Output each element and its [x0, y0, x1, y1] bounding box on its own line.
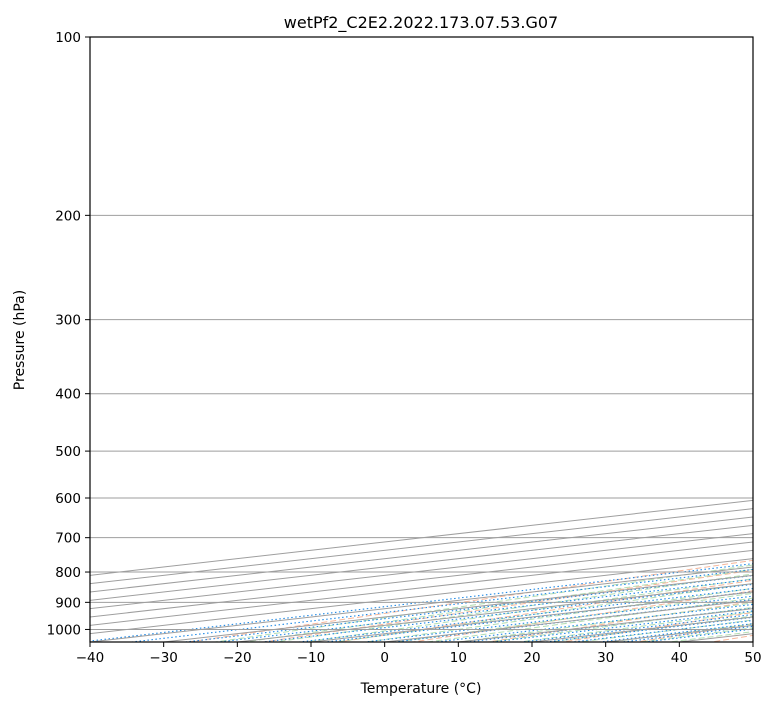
y-tick-label: 900	[55, 595, 81, 611]
x-tick-label: −20	[223, 650, 252, 666]
mixing-ratio-line	[321, 591, 753, 642]
mixing-ratio-line	[431, 603, 753, 642]
moist-adiabat-line	[271, 573, 753, 642]
y-tick-label: 100	[55, 30, 81, 46]
y-tick-label: 200	[55, 208, 81, 224]
isotherm-gridline	[90, 533, 753, 610]
mixing-ratio-line	[127, 568, 753, 642]
x-tick-label: 50	[744, 650, 761, 666]
chart-title: wetPf2_C2E2.2022.173.07.53.G07	[284, 13, 558, 33]
mixing-ratio-line	[258, 583, 753, 642]
x-axis: −40 −30 −20 −10 0 10 20 30 40 50	[76, 642, 762, 666]
y-axis: 100 200 300 400 500 600 700 800 900 1000	[47, 30, 90, 638]
isotherm-gridline	[90, 499, 753, 576]
plot-background	[90, 37, 753, 642]
x-tick-label: −30	[149, 650, 178, 666]
x-tick-label: 40	[671, 650, 688, 666]
x-tick-label: 10	[450, 650, 467, 666]
moist-adiabat-line	[211, 564, 753, 642]
moist-adiabat-line	[241, 568, 753, 642]
isotherm-gridline	[90, 508, 753, 585]
isotherm-gridline	[90, 516, 753, 593]
y-tick-label: 500	[55, 444, 81, 460]
y-tick-label: 800	[55, 565, 81, 581]
y-tick-label: 400	[55, 387, 81, 403]
background-lines	[90, 37, 753, 642]
x-tick-label: 20	[523, 650, 540, 666]
mixing-ratio-line	[487, 610, 753, 642]
plot-frame	[89, 36, 754, 643]
y-tick-label: 600	[55, 491, 81, 507]
x-axis-label: Temperature (°C)	[360, 681, 482, 697]
y-tick-label: 700	[55, 531, 81, 547]
moist-adiabat-line	[332, 582, 753, 642]
x-tick-label: −40	[76, 650, 105, 666]
x-tick-label: 30	[597, 650, 614, 666]
x-tick-label: 0	[380, 650, 389, 666]
y-tick-label: 1000	[47, 622, 81, 638]
y-axis-label: Pressure (hPa)	[12, 290, 28, 390]
y-tick-label: 300	[55, 313, 81, 329]
isotherm-gridline	[90, 524, 753, 601]
isotherm-gridline	[90, 541, 753, 618]
x-tick-label: −10	[297, 650, 326, 666]
